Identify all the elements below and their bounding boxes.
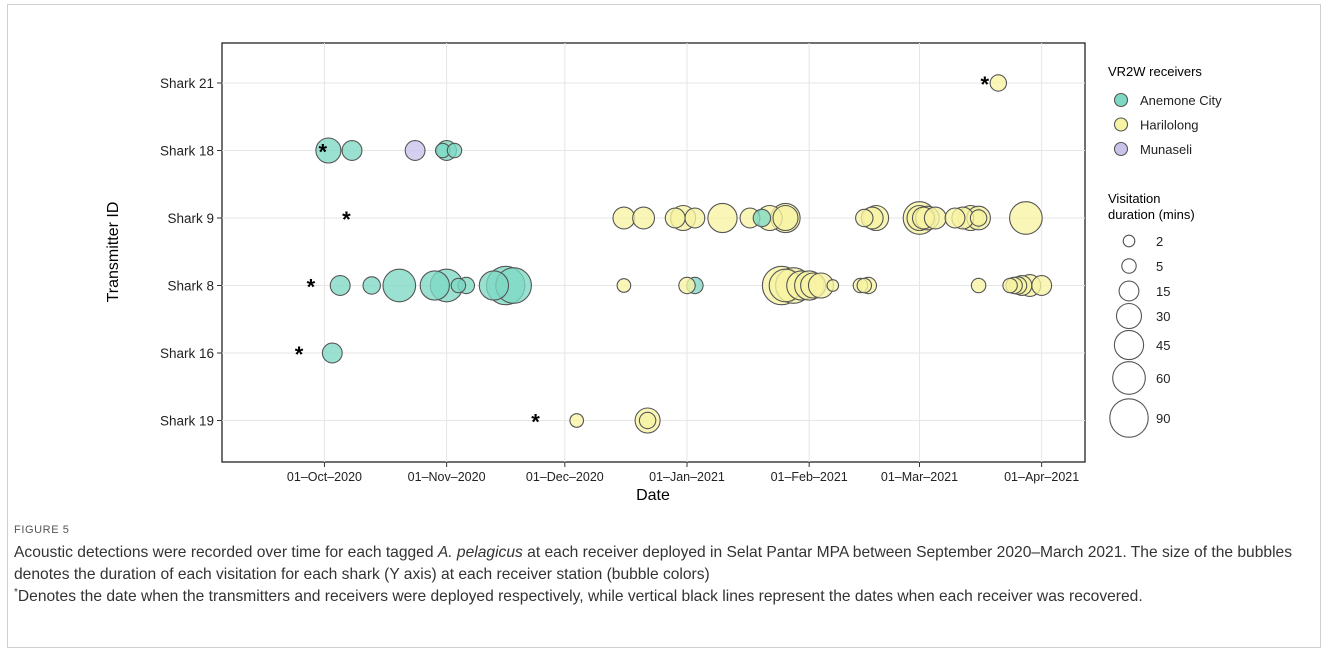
x-tick-label: 01–Dec–2020 [526, 470, 604, 484]
bubble-point [632, 206, 656, 230]
legend-receivers: Anemone City Harilolong Munaseli [1113, 92, 1222, 157]
y-tick-label: Shark 18 [160, 144, 214, 159]
x-axis-ticks: 01–Oct–2020 01–Nov–2020 01–Dec–2020 01–Jan–… [287, 462, 1079, 484]
legend-size-circle [1109, 398, 1149, 438]
grid-x [323, 43, 1043, 462]
y-tick-label: Shark 21 [160, 76, 214, 91]
bubble-point [856, 277, 873, 294]
legend-swatch [1113, 92, 1129, 108]
caption-star: * [14, 586, 18, 598]
bubble-point [404, 140, 426, 161]
legend-size-circle [1118, 280, 1140, 302]
deployment-star: * [531, 410, 540, 435]
deployment-star: * [295, 342, 304, 367]
y-axis-ticks: Shark 21 Shark 18 Shark 9 Shark 8 Shark 16 Sh… [160, 76, 222, 429]
caption-text: Acoustic detections were recorded over t… [14, 542, 1309, 608]
legend-swatch [1113, 117, 1129, 132]
legend-receiver-label: Munaseli [1140, 142, 1192, 157]
deployment-star: * [319, 140, 328, 165]
bubble-point [478, 270, 510, 301]
y-tick-label: Shark 8 [167, 279, 214, 294]
legend-size-circle [1121, 258, 1137, 274]
legend-size-label: 45 [1156, 338, 1170, 353]
bubble-point [944, 207, 966, 229]
bubble-point [616, 278, 632, 293]
plot-area [221, 42, 1086, 463]
x-tick-label: 01–Oct–2020 [287, 470, 362, 484]
bubble-point [612, 206, 636, 230]
x-tick-label: 01–Feb–2021 [771, 470, 848, 484]
bubble-point [1009, 201, 1043, 235]
caption-line2: Denotes the date when the transmitters a… [17, 588, 1143, 605]
legend-sizes: 2 5 15 30 45 60 90 [1109, 234, 1170, 438]
bubble-point [923, 206, 947, 230]
x-tick-label: 01–Nov–2020 [408, 470, 486, 484]
bubble-point [855, 208, 874, 228]
legend-size-label: 5 [1156, 259, 1163, 274]
bubble-point [1002, 277, 1018, 294]
y-tick-label: Shark 9 [167, 211, 214, 226]
legend-size-label: 60 [1156, 371, 1170, 386]
deployment-star: * [342, 207, 351, 232]
deployment-markers: * * * * * * [295, 72, 990, 435]
caption-line1-post: at each receiver deployed in Selat Panta… [14, 544, 1293, 583]
x-axis-title: Date [636, 487, 670, 504]
bubble-point [315, 137, 342, 164]
figure-frame [7, 4, 1321, 648]
x-tick-label: 01–Mar–2021 [881, 470, 958, 484]
data-points [315, 74, 1053, 434]
bubble-point [446, 142, 463, 159]
bubble-point [329, 275, 351, 296]
bubble-point [638, 411, 657, 430]
legend-size-circle [1113, 329, 1145, 361]
bubble-point [664, 207, 686, 229]
legend-receiver-label: Harilolong [1140, 118, 1199, 133]
bubble-point [1031, 275, 1053, 296]
legend-size-title-line1: Visitation [1108, 191, 1161, 206]
legend-size-circle [1122, 234, 1136, 248]
y-axis-title: Transmitter ID [105, 202, 122, 303]
caption-label: FIGURE 5 [14, 524, 70, 536]
caption-line1-pre: Acoustic detections were recorded over t… [14, 544, 438, 561]
bubble-point [362, 276, 381, 295]
bubble-point [826, 279, 840, 292]
bubble-point [678, 276, 696, 295]
figure-caption: FIGURE 5 Acoustic detections were record… [14, 524, 1309, 608]
caption-species: A. pelagicus [437, 544, 523, 561]
legend-size-circle [1115, 302, 1143, 330]
legend-receiver-label: Anemone City [1140, 93, 1222, 108]
legend-size-label: 2 [1156, 234, 1163, 249]
bubble-point [382, 268, 417, 303]
bubble-point [684, 207, 706, 229]
x-tick-label: 01–Apr–2021 [1004, 470, 1079, 484]
legend-size-label: 90 [1156, 411, 1170, 426]
bubble-point [707, 202, 738, 234]
x-tick-label: 01–Jan–2021 [649, 470, 725, 484]
legend-size-circle [1112, 361, 1146, 395]
legend-receivers-title: VR2W receivers [1108, 64, 1202, 79]
bubble-point [970, 277, 987, 294]
deployment-star: * [307, 275, 316, 300]
bubble-point [321, 342, 343, 364]
bubble-point [989, 74, 1008, 92]
y-tick-label: Shark 16 [160, 346, 214, 361]
legend: VR2W receivers Anemone City Harilolong Mun… [1108, 64, 1222, 438]
bubble-point [752, 208, 772, 228]
y-tick-label: Shark 19 [160, 414, 214, 429]
bubble-point [772, 204, 799, 232]
bubble-point [450, 277, 467, 294]
legend-size-title-line2: duration (mins) [1108, 207, 1195, 222]
deployment-star: * [981, 72, 990, 97]
legend-swatch [1113, 141, 1129, 157]
legend-size-label: 30 [1156, 309, 1170, 324]
bubble-point [419, 270, 450, 301]
bubble-point [969, 209, 988, 227]
bubble-point [341, 140, 363, 161]
legend-size-label: 15 [1156, 284, 1170, 299]
bubble-point [569, 413, 585, 428]
